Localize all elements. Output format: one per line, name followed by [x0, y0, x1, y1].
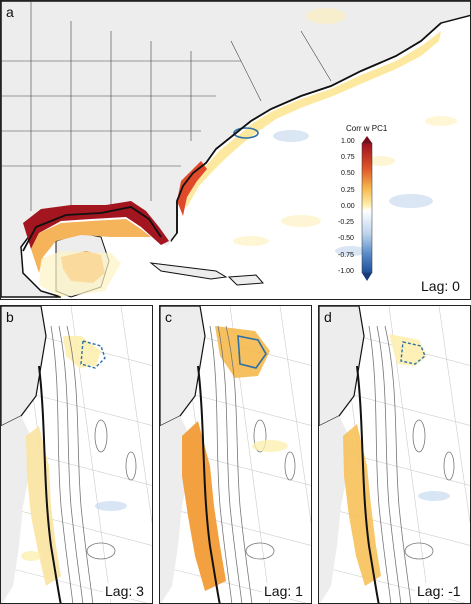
coastal-band-north: [181, 31, 441, 207]
colorbar-top-arrow: [362, 136, 372, 143]
correlation-contour-a: [233, 127, 259, 139]
lag-label-d: Lag: -1: [415, 583, 463, 599]
colorbar-title: Corr w PC1: [346, 124, 388, 133]
lag-label-c: Lag: 1: [262, 583, 305, 599]
colorbar: [361, 142, 373, 274]
colorbar-tick: 0.75: [341, 154, 355, 161]
map-panel-c: c Lag: 1: [159, 305, 312, 604]
panel-label-a: a: [6, 4, 14, 20]
colorbar-tick: -0.75: [338, 252, 354, 259]
state-borders: [1, 1, 332, 213]
colorbar-bottom-arrow: [362, 273, 372, 281]
panel-label-d: d: [324, 309, 332, 325]
map-panel-b: b Lag: 3: [0, 305, 153, 604]
gulf-pale: [39, 251, 121, 297]
lag-label-b: Lag: 3: [103, 583, 146, 599]
colorbar-tick: -0.50: [338, 235, 354, 242]
land-cuba: [149, 262, 228, 280]
gulf-band-inner: [31, 219, 151, 273]
coastal-band-south: [177, 161, 207, 216]
colorbar-tick: -0.25: [338, 219, 354, 226]
colorbar-tick: -1.00: [338, 268, 354, 275]
panel-label-c: c: [165, 309, 172, 325]
ocean-anomalies: [233, 8, 457, 256]
map-panel-a: a Corr w PC1 1.00 0.75 0.50 0.25 0.00 -0…: [0, 0, 471, 300]
gulf-band: [23, 201, 169, 249]
lag-label-a: Lag: 0: [419, 278, 462, 294]
map-c-svg: [160, 306, 311, 603]
map-d-svg: [319, 306, 470, 603]
colorbar-tick: 0.25: [341, 187, 355, 194]
panel-label-b: b: [6, 309, 14, 325]
colorbar-tick: 1.00: [341, 138, 355, 145]
map-b-svg: [1, 306, 152, 603]
land-hispaniola: [227, 274, 265, 286]
colorbar-tick: 0.00: [341, 203, 355, 210]
colorbar-tick: 0.50: [341, 170, 355, 177]
map-panel-d: d Lag: -1: [318, 305, 471, 604]
map-a-svg: [1, 1, 470, 298]
